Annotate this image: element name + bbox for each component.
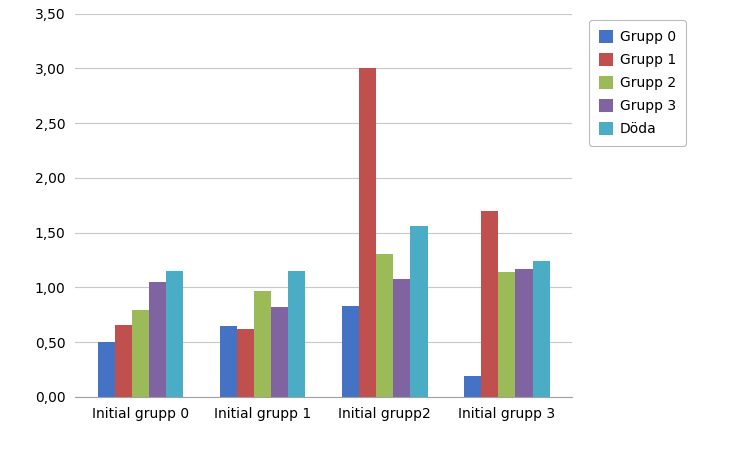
Bar xyxy=(149,282,166,397)
Bar xyxy=(166,271,184,397)
Legend: Grupp 0, Grupp 1, Grupp 2, Grupp 3, Döda: Grupp 0, Grupp 1, Grupp 2, Grupp 3, Döda xyxy=(589,20,686,146)
Bar xyxy=(98,342,115,397)
Bar xyxy=(410,226,428,397)
Bar xyxy=(393,279,410,397)
Bar xyxy=(288,271,306,397)
Bar xyxy=(359,68,376,397)
Bar xyxy=(255,290,271,397)
Bar xyxy=(271,307,288,397)
Bar xyxy=(464,376,481,397)
Bar xyxy=(532,261,550,397)
Bar xyxy=(132,310,149,397)
Bar xyxy=(498,272,516,397)
Bar xyxy=(481,211,498,397)
Bar xyxy=(342,306,359,397)
Bar xyxy=(376,254,393,397)
Bar xyxy=(220,326,237,397)
Bar xyxy=(237,329,255,397)
Bar xyxy=(115,325,132,397)
Bar xyxy=(516,269,532,397)
